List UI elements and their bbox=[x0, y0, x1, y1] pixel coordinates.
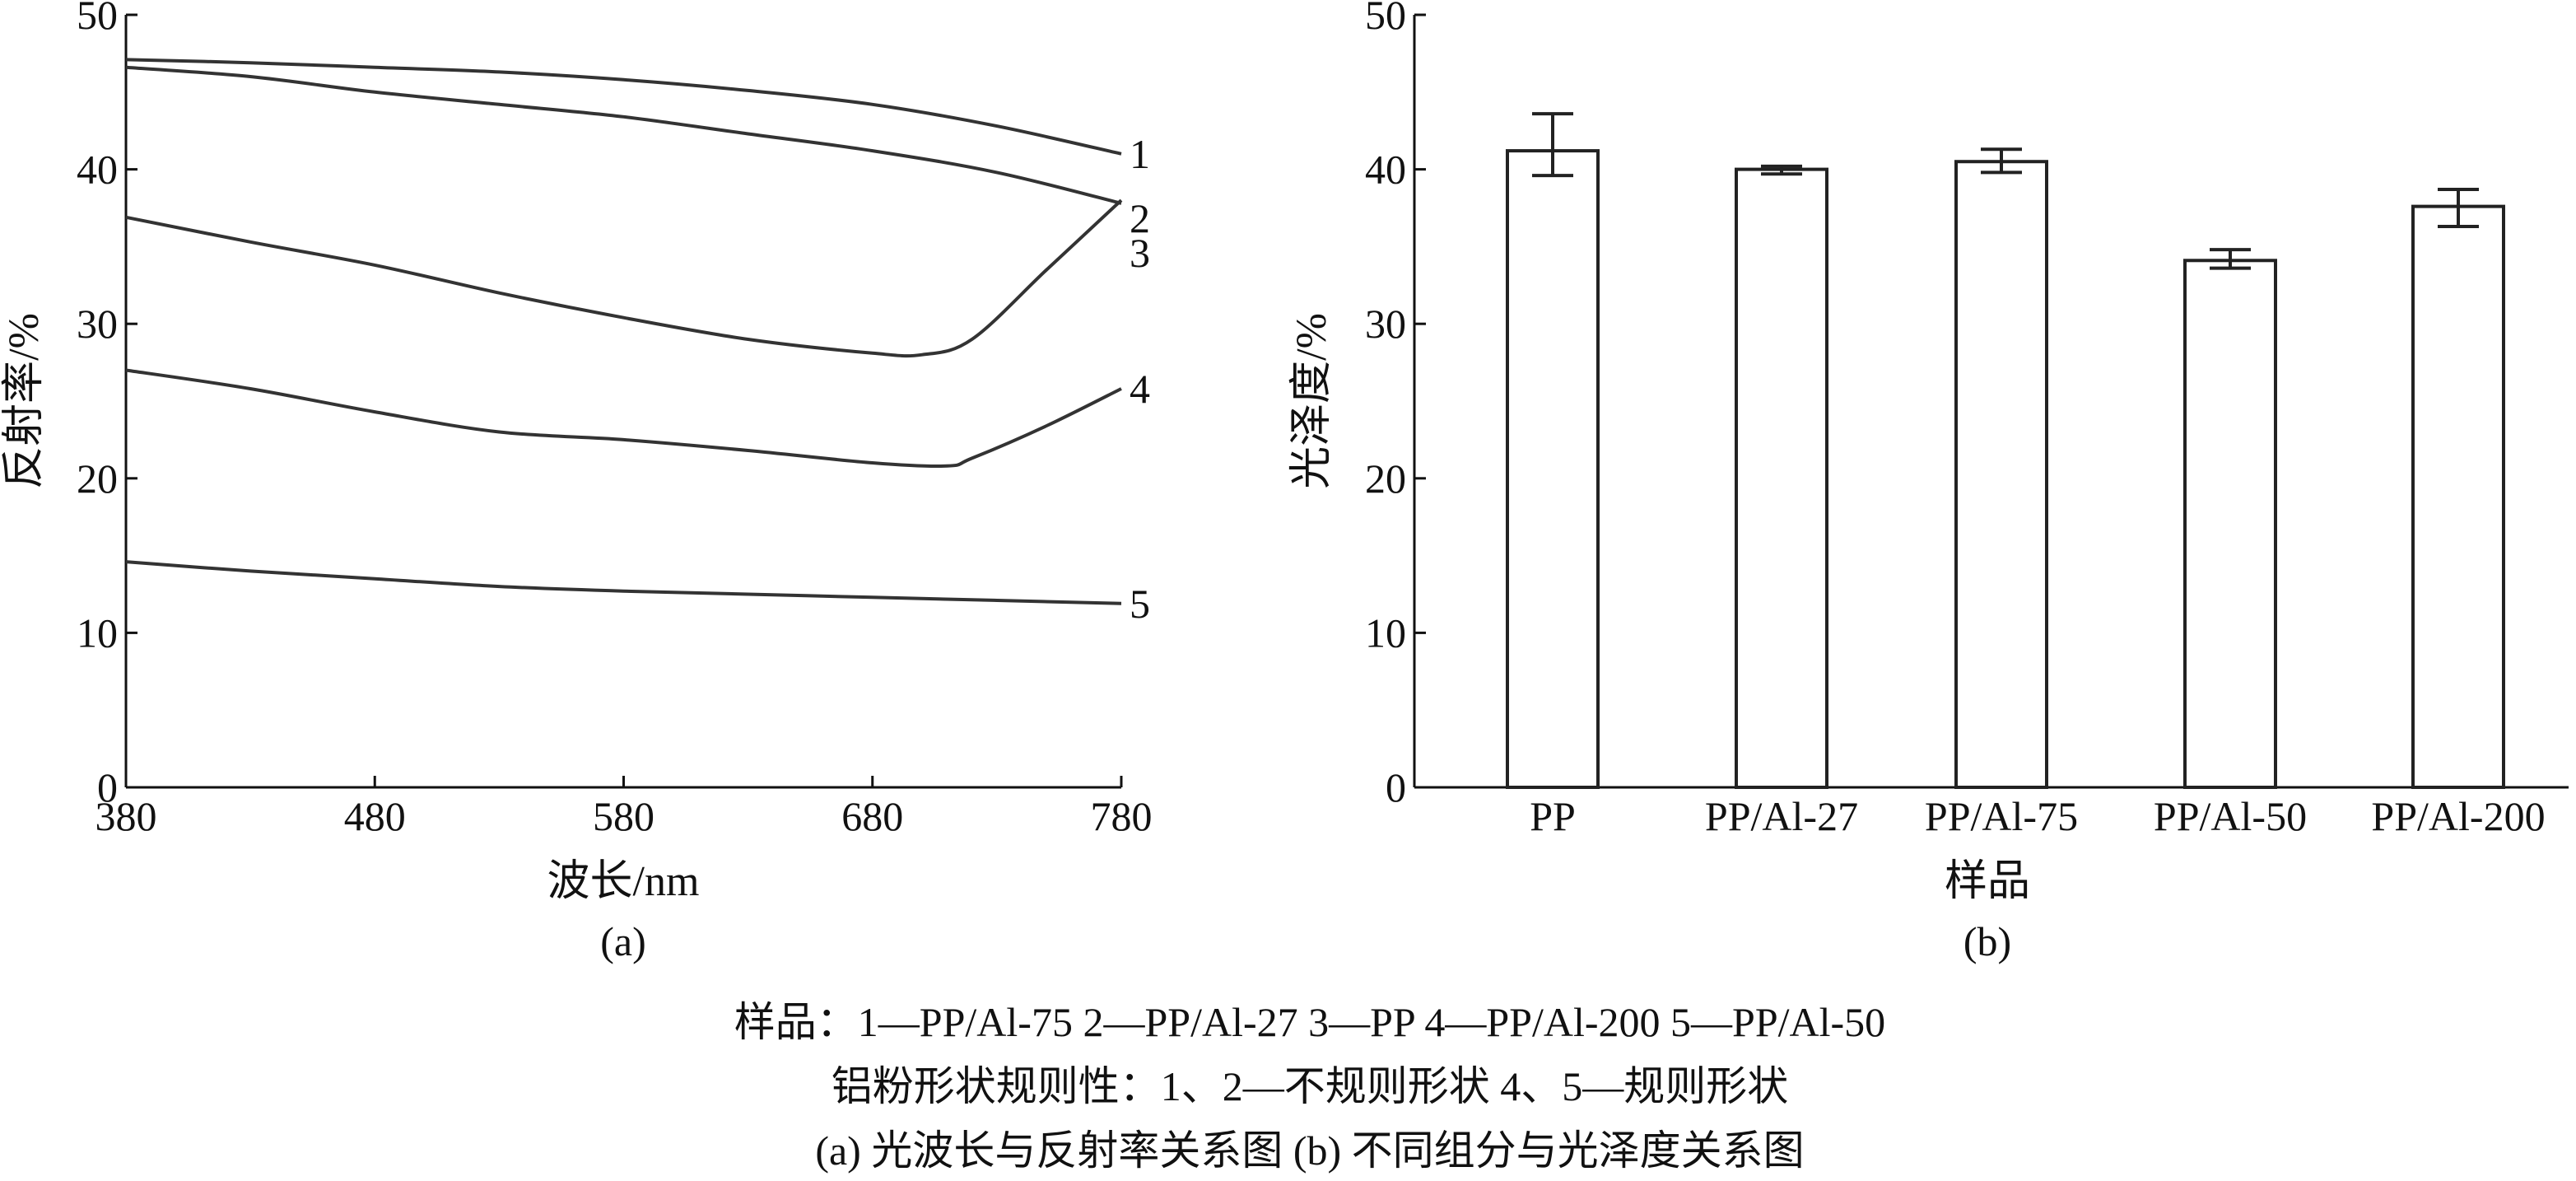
caption-panel-titles: (a) 光波长与反射率关系图 (b) 不同组分与光泽度关系图 bbox=[815, 1127, 1804, 1174]
y-axis-title: 光泽度/% bbox=[1288, 313, 1335, 489]
bar-PP/Al-27 bbox=[1735, 167, 1828, 790]
x-axis-title: 波长/nm bbox=[547, 858, 700, 905]
x-tick-label: 580 bbox=[593, 793, 654, 839]
y-tick-label: 0 bbox=[97, 764, 118, 810]
y-tick-label: 10 bbox=[1365, 609, 1406, 656]
caption-sample-legend: 样品：1—PP/Al-75 2—PP/Al-27 3—PP 4—PP/Al-20… bbox=[734, 999, 1885, 1045]
y-axis-title: 反射率/% bbox=[1, 313, 48, 489]
panel-label-a: (a) bbox=[600, 918, 646, 964]
error-bar bbox=[2210, 248, 2251, 270]
y-tick-label: 10 bbox=[77, 609, 118, 656]
series-line-5 bbox=[125, 560, 1122, 605]
x-tick-label: PP/Al-200 bbox=[2371, 793, 2545, 839]
series-label-4: 4 bbox=[1130, 366, 1150, 412]
x-axis-ticks: 380 480 580 680 780 bbox=[95, 776, 1153, 839]
y-tick-label: 40 bbox=[77, 147, 118, 193]
bar-PP bbox=[1506, 149, 1600, 789]
y-axis-ticks: 0 10 20 30 40 50 bbox=[77, 0, 137, 810]
bar-PP/Al-50 bbox=[2183, 259, 2277, 789]
x-tick-label: 480 bbox=[344, 793, 406, 839]
series-label-3: 3 bbox=[1130, 230, 1150, 276]
error-bar bbox=[1981, 147, 2022, 175]
x-tick-label: PP/Al-50 bbox=[2154, 793, 2307, 839]
y-tick-label: 0 bbox=[1386, 764, 1406, 810]
x-tick-label: PP bbox=[1530, 793, 1576, 839]
series-line-4 bbox=[125, 368, 1122, 469]
panel-label-b: (b) bbox=[1963, 918, 2011, 964]
error-bar bbox=[1532, 112, 1573, 178]
x-tick-label: PP/Al-27 bbox=[1705, 793, 1858, 839]
series-label-1: 1 bbox=[1130, 131, 1150, 177]
x-tick-label: 680 bbox=[841, 793, 903, 839]
series-label-5: 5 bbox=[1130, 581, 1150, 627]
error-bar bbox=[1761, 164, 1802, 176]
caption: 样品：1—PP/Al-75 2—PP/Al-27 3—PP 4—PP/Al-20… bbox=[734, 999, 1885, 1174]
series-line-1 bbox=[125, 58, 1122, 156]
y-tick-label: 20 bbox=[1365, 455, 1406, 502]
y-tick-label: 20 bbox=[77, 455, 118, 502]
x-tick-label: 780 bbox=[1091, 793, 1153, 839]
y-tick-label: 30 bbox=[1365, 301, 1406, 347]
x-tick-label: 380 bbox=[95, 793, 157, 839]
y-tick-label: 50 bbox=[77, 0, 118, 38]
caption-shape-note: 铝粉形状规则性：1、2—不规则形状 4、5—规则形状 bbox=[831, 1063, 1789, 1109]
bar-PP/Al-75 bbox=[1954, 160, 2048, 790]
x-axis-tick-labels: PP PP/Al-27 PP/Al-75 PP/Al-50 PP/Al-200 bbox=[1530, 793, 2545, 839]
y-tick-label: 30 bbox=[77, 301, 118, 347]
series-line-2 bbox=[125, 65, 1122, 205]
bars bbox=[1506, 112, 2505, 790]
bar-PP/Al-200 bbox=[2411, 204, 2505, 789]
x-tick-label: PP/Al-75 bbox=[1925, 793, 2078, 839]
x-axis-title: 样品 bbox=[1945, 858, 2030, 905]
y-axis-ticks: 0 10 20 30 40 50 bbox=[1365, 0, 1426, 810]
series-label-2: 2 bbox=[1130, 195, 1150, 241]
series-lines bbox=[125, 58, 1123, 605]
series-line-3 bbox=[125, 198, 1123, 358]
error-bar bbox=[2438, 187, 2479, 229]
y-tick-label: 40 bbox=[1365, 147, 1406, 193]
y-tick-label: 50 bbox=[1365, 0, 1406, 38]
